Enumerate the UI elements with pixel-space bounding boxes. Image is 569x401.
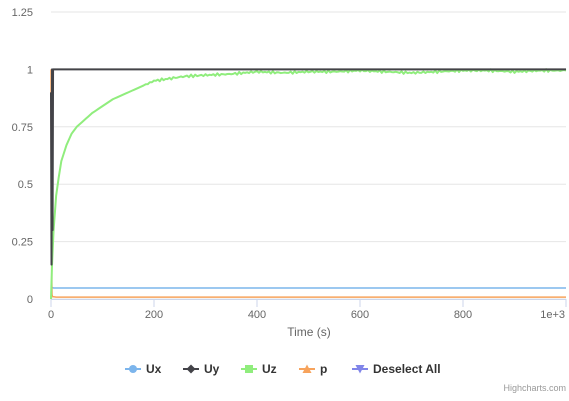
x-tick-label: 1e+3 [540, 309, 565, 321]
credits-link[interactable]: Highcharts.com [503, 383, 566, 393]
series-line-uy[interactable] [51, 69, 566, 264]
x-tick-label: 200 [145, 309, 163, 321]
x-tick-label: 400 [248, 309, 266, 321]
legend-item-p[interactable]: p [299, 362, 327, 376]
y-tick-label: 0 [27, 294, 33, 306]
y-tick-label: 1.25 [12, 7, 33, 19]
y-tick-label: 0.75 [12, 122, 33, 134]
legend: Ux Uy Uz p Deselect All [125, 362, 441, 376]
legend-item-label: Deselect All [373, 362, 441, 376]
x-tick-label: 800 [454, 309, 472, 321]
legend-item-uz[interactable]: Uz [241, 362, 277, 376]
x-tick-label: 600 [351, 309, 369, 321]
y-tick-label: 0.25 [12, 237, 33, 249]
legend-item-label: p [320, 362, 327, 376]
legend-item-label: Uz [262, 362, 277, 376]
legend-item-ux[interactable]: Ux [125, 362, 162, 376]
square-marker-icon [245, 365, 253, 373]
y-axis-labels: 0 0.25 0.5 0.75 1 1.25 [12, 7, 33, 306]
x-axis-labels: 0 200 400 600 800 1e+3 [48, 309, 565, 321]
legend-item-uy[interactable]: Uy [183, 362, 220, 376]
legend-item-label: Ux [146, 362, 162, 376]
legend-item-label: Uy [204, 362, 220, 376]
x-axis-title: Time (s) [287, 325, 331, 339]
legend-item-deselect-all[interactable]: Deselect All [352, 362, 441, 376]
grid-layer [51, 12, 566, 299]
x-tick-label: 0 [48, 309, 54, 321]
diamond-marker-icon [187, 365, 196, 374]
series-line-p[interactable] [51, 69, 566, 297]
y-tick-label: 1 [27, 64, 33, 76]
circle-marker-icon [129, 365, 137, 373]
y-tick-label: 0.5 [18, 179, 33, 191]
x-axis [51, 299, 566, 307]
